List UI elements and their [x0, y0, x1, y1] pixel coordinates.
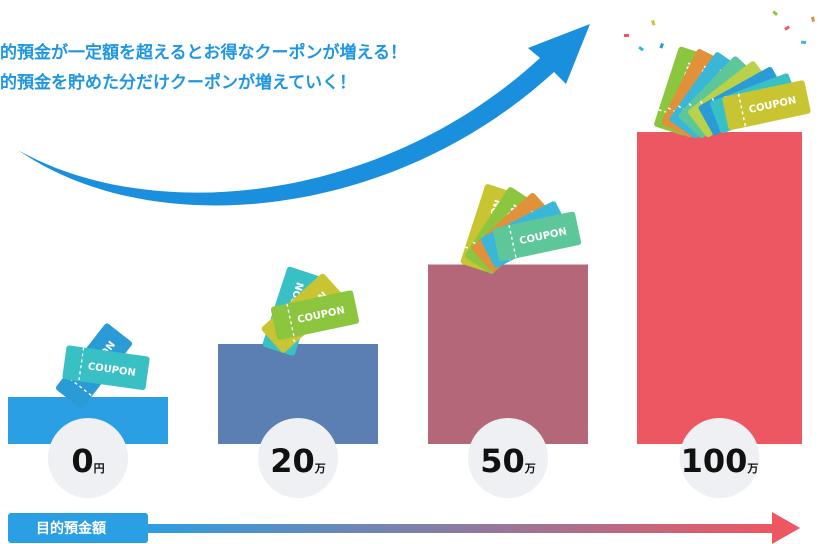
- x-axis-label: 目的預金額: [8, 513, 148, 543]
- bar-100: [637, 132, 802, 444]
- coupon-body: [492, 211, 582, 262]
- coupon-ticket: COUPON: [62, 345, 150, 391]
- category-unit: 万: [746, 462, 758, 475]
- category-unit: 円: [94, 462, 105, 475]
- confetti-piece: [784, 25, 791, 31]
- trend-arrow: [18, 24, 590, 206]
- category-badge: [679, 418, 760, 498]
- category-amount: 0: [71, 442, 93, 480]
- confetti-piece: [651, 20, 656, 26]
- category-label-50: 50万: [480, 442, 536, 480]
- category-unit: 万: [524, 462, 536, 475]
- confetti-piece: [811, 16, 815, 23]
- confetti-piece: [659, 42, 664, 49]
- confetti-piece: [772, 10, 779, 16]
- category-label-0: 0円: [71, 442, 104, 480]
- coupon-body: [270, 290, 360, 341]
- coupon-ticket: COUPON: [722, 80, 811, 131]
- coupon-pile-100: COUPONCOUPONCOUPONCOUPONCOUPONCOUPONCOUP…: [654, 46, 811, 139]
- coupon-ticket: COUPON: [270, 290, 360, 341]
- confetti-piece: [801, 40, 807, 44]
- confetti-piece: [638, 45, 644, 52]
- coupon-body: [62, 345, 150, 391]
- headline-line-1: 的預金が一定額を超えるとお得なクーポンが増える！: [0, 43, 407, 63]
- x-axis-arrow-shaft: [140, 524, 776, 533]
- coupon-pile-50: COUPONCOUPONCOUPONCOUPONCOUPON: [460, 184, 582, 274]
- coupon-body: [722, 80, 811, 131]
- category-label-100: 100万: [681, 442, 759, 480]
- category-amount: 50: [480, 442, 525, 480]
- coupon-ticket: COUPON: [492, 211, 582, 262]
- category-amount: 20: [270, 442, 315, 480]
- headline-line-2: 的預金を貯めた分だけクーポンが増えていく！: [0, 73, 357, 93]
- category-badge: [468, 418, 548, 498]
- x-axis-arrow-head: [772, 512, 800, 544]
- category-label-20: 20万: [270, 442, 326, 480]
- category-unit: 万: [314, 462, 326, 475]
- confetti-piece: [624, 34, 629, 37]
- category-badge: [48, 418, 128, 498]
- category-amount: 100: [681, 442, 748, 480]
- bar-50: [428, 264, 588, 444]
- category-badge: [258, 418, 338, 498]
